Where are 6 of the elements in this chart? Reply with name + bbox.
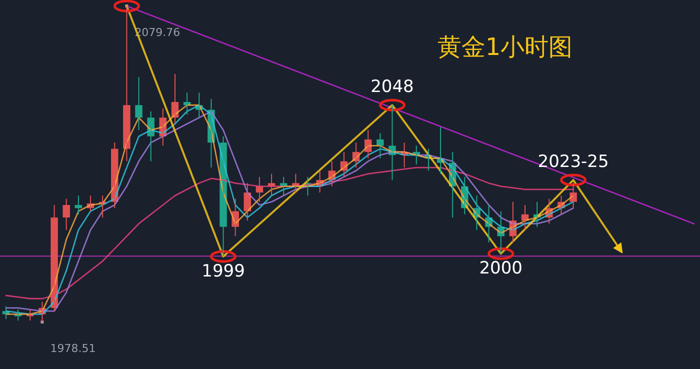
- text: 黄金1小时图: [437, 33, 573, 61]
- data-label: 2000: [479, 258, 523, 279]
- data-label: 1999: [202, 261, 245, 282]
- data-label: 2048: [370, 77, 414, 98]
- data-label: 2023-25: [538, 152, 609, 172]
- data-label: 1978.51: [50, 342, 96, 355]
